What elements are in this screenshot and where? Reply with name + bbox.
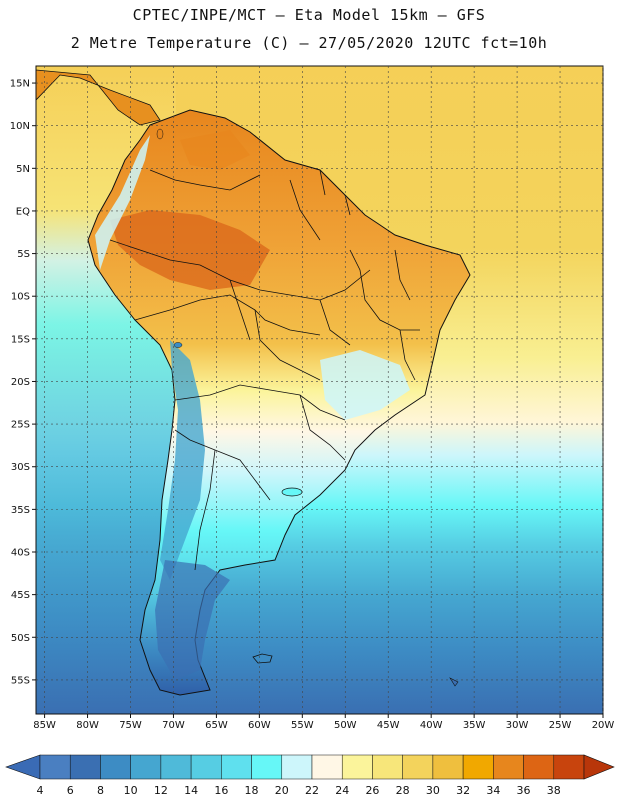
lat-tick-label: 25S: [11, 420, 30, 431]
lat-tick-label: 45S: [11, 590, 30, 601]
lon-tick-label: 55W: [291, 720, 314, 731]
latitude-axis: 15N 10N 5N EQ 5S 10S 15S 20S 25S 30S 35S 40S 45S 50S 5…: [10, 79, 36, 686]
colorbar-cell: [39, 754, 71, 780]
lon-tick-label: 25W: [549, 720, 572, 731]
lake-titicaca: [173, 342, 183, 348]
colorbar-label: 12: [154, 784, 168, 797]
patagonia-cold-zone: [155, 560, 230, 680]
lat-tick-label: 35S: [11, 505, 30, 516]
colorbar-cell: [553, 754, 585, 780]
lat-tick-label: 55S: [11, 675, 30, 686]
colorbar-label: 20: [275, 784, 289, 797]
colorbar-label: 36: [517, 784, 531, 797]
colorbar-label: 16: [214, 784, 228, 797]
colorbar-cell: [190, 754, 222, 780]
colorbar: 4 6 8 10 12 14 16 18 20 22 24 26 28 30 32 34 36 38: [5, 754, 615, 797]
lon-tick-label: 30W: [506, 720, 529, 731]
southern-andes-cold-strip: [160, 340, 205, 580]
colorbar-label: 26: [365, 784, 379, 797]
colorbar-cell: [281, 754, 313, 780]
colorbar-cell: [341, 754, 373, 780]
lat-tick-label: 10S: [11, 292, 30, 303]
colorbar-label: 34: [486, 784, 500, 797]
colorbar-cell: [130, 754, 162, 780]
colorbar-label: 24: [335, 784, 349, 797]
map-frame: [35, 65, 604, 715]
brazil-highlands-cool-zone: [320, 350, 410, 420]
colorbar-label: 6: [67, 784, 74, 797]
longitude-axis: 85W 80W 75W 70W 65W 60W 55W 50W 45W 40W 35W 30W 25W 2…: [33, 714, 614, 731]
falkland-islands: [252, 653, 273, 664]
colorbar-label: 32: [456, 784, 470, 797]
colorbar-label: 22: [305, 784, 319, 797]
country-borders: [109, 169, 420, 571]
colorbar-under-arrow: [5, 754, 41, 780]
colorbar-cell: [462, 754, 494, 780]
lon-tick-label: 65W: [205, 720, 228, 731]
lat-tick-label: 50S: [11, 633, 30, 644]
lon-tick-label: 60W: [248, 720, 271, 731]
map-title-line-1: CPTEC/INPE/MCT – Eta Model 15km – GFS: [132, 6, 486, 24]
lat-tick-label: 40S: [11, 548, 30, 559]
colorbar-cell: [311, 754, 343, 780]
lat-tick-label: 15S: [11, 334, 30, 345]
lat-tick-label: 20S: [11, 377, 30, 388]
amazon-hot-core: [110, 210, 270, 290]
lat-tick-label: 10N: [10, 121, 30, 132]
colorbar-cell: [402, 754, 434, 780]
colorbar-cell: [372, 754, 403, 780]
lagoa-dos-patos: [281, 487, 303, 497]
map-plot-area: [36, 66, 603, 714]
lat-tick-label: EQ: [16, 206, 30, 217]
colorbar-labels: 4 6 8 10 12 14 16 18 20 22 24 26 28 30 32 34 36 38: [37, 784, 561, 797]
lake-maracaibo: [156, 128, 164, 140]
colorbar-label: 14: [184, 784, 198, 797]
lat-tick-label: 5S: [17, 249, 30, 260]
lon-tick-label: 80W: [76, 720, 99, 731]
colorbar-cell: [221, 754, 252, 780]
lon-tick-label: 40W: [420, 720, 443, 731]
colorbar-cell: [493, 754, 524, 780]
graticule: [36, 66, 604, 714]
colorbar-cell: [251, 754, 283, 780]
colorbar-label: 28: [396, 784, 410, 797]
colorbar-cell: [523, 754, 555, 780]
lon-tick-label: 20W: [592, 720, 615, 731]
lon-tick-label: 35W: [463, 720, 486, 731]
colorbar-cell: [69, 754, 101, 780]
lon-tick-label: 50W: [334, 720, 357, 731]
colorbar-cell: [160, 754, 192, 780]
colorbar-cell: [432, 754, 464, 780]
lon-tick-label: 45W: [377, 720, 400, 731]
colorbar-cells: [39, 754, 585, 780]
lon-tick-label: 70W: [162, 720, 185, 731]
lon-tick-label: 75W: [119, 720, 142, 731]
colorbar-label: 18: [245, 784, 259, 797]
lat-tick-label: 15N: [10, 79, 30, 90]
colorbar-label: 30: [426, 784, 440, 797]
lat-tick-label: 30S: [11, 462, 30, 473]
colorbar-cell: [100, 754, 131, 780]
northern-andes-cold-strip: [95, 135, 150, 270]
map-title-line-2: 2 Metre Temperature (C) – 27/05/2020 12U…: [70, 34, 548, 52]
colorbar-label: 38: [547, 784, 561, 797]
colorbar-label: 4: [37, 784, 44, 797]
lat-tick-label: 5N: [16, 164, 30, 175]
colorbar-over-arrow: [583, 754, 615, 780]
colorbar-label: 8: [97, 784, 104, 797]
lon-tick-label: 85W: [33, 720, 56, 731]
venezuela-warm-zone: [180, 130, 250, 170]
colorbar-label: 10: [124, 784, 138, 797]
